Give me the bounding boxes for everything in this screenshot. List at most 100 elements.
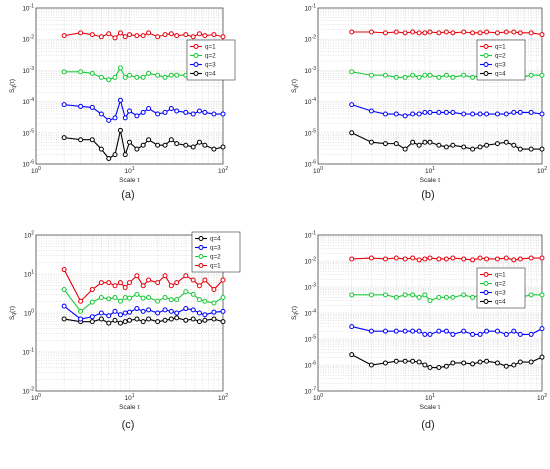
- data-point: [196, 108, 202, 114]
- data-point: [450, 142, 456, 148]
- data-point: [183, 142, 189, 148]
- x-axis-label: Scale τ: [420, 177, 441, 184]
- data-point: [422, 109, 428, 115]
- data-point: [98, 146, 104, 152]
- data-point: [117, 97, 123, 103]
- data-point: [127, 309, 132, 315]
- data-point: [382, 328, 388, 334]
- data-point: [443, 72, 449, 78]
- data-point: [168, 106, 174, 112]
- panel-caption: (d): [421, 419, 434, 431]
- data-point: [427, 298, 433, 304]
- data-point: [539, 326, 545, 332]
- data-point: [382, 30, 388, 36]
- data-point: [140, 33, 146, 39]
- data-point: [503, 255, 509, 261]
- data-point: [528, 30, 534, 36]
- data-point: [168, 283, 174, 289]
- data-point: [134, 74, 140, 80]
- y-tick-label: 10-3: [22, 66, 34, 75]
- data-point: [122, 294, 128, 300]
- data-point: [402, 146, 408, 152]
- data-point: [220, 34, 226, 40]
- legend-label: q=2: [495, 281, 506, 288]
- legend-marker: [198, 254, 204, 259]
- data-point: [155, 298, 161, 304]
- data-point: [89, 70, 95, 76]
- data-point: [134, 306, 140, 312]
- y-tick-label: 10-2: [22, 35, 34, 44]
- data-point: [202, 109, 208, 115]
- data-point: [78, 298, 84, 304]
- data-point: [127, 108, 132, 114]
- data-point: [470, 111, 476, 117]
- data-point: [122, 74, 128, 80]
- data-point: [511, 142, 517, 148]
- y-tick-label: 10-6: [304, 361, 316, 370]
- data-point: [422, 139, 428, 145]
- data-point: [470, 257, 476, 263]
- series-line-q=3: [63, 305, 224, 320]
- data-point: [98, 310, 104, 316]
- data-point: [410, 292, 416, 298]
- y-tick-label: 10-4: [304, 309, 316, 318]
- data-point: [470, 331, 476, 337]
- data-point: [220, 277, 226, 283]
- data-point: [134, 33, 140, 39]
- legend-marker: [483, 299, 489, 304]
- data-point: [393, 29, 399, 35]
- data-point: [127, 295, 132, 301]
- data-point: [211, 309, 217, 315]
- data-point: [112, 115, 118, 121]
- data-point: [61, 69, 67, 75]
- data-point: [477, 30, 483, 36]
- data-point: [183, 306, 189, 312]
- data-point: [484, 256, 490, 262]
- data-point: [402, 30, 408, 36]
- data-point: [112, 317, 118, 323]
- data-point: [162, 74, 168, 80]
- x-tick-label: 101: [124, 166, 134, 175]
- data-point: [112, 35, 118, 41]
- data-point: [503, 111, 509, 117]
- data-point: [416, 328, 422, 334]
- data-point: [106, 77, 112, 83]
- x-tick-label: 100: [313, 393, 323, 402]
- data-point: [140, 295, 146, 301]
- legend-marker: [483, 62, 489, 67]
- data-point: [393, 294, 399, 300]
- data-point: [511, 257, 517, 263]
- y-tick-label: 10-1: [304, 231, 316, 240]
- data-point: [410, 72, 416, 78]
- data-point: [436, 109, 442, 115]
- data-point: [410, 255, 416, 261]
- data-point: [220, 319, 226, 325]
- data-point: [183, 317, 189, 323]
- data-point: [402, 256, 408, 262]
- y-tick-label: 10-5: [22, 128, 34, 137]
- data-point: [196, 297, 202, 303]
- data-point: [211, 316, 217, 322]
- y-tick-label: 10-5: [304, 128, 316, 137]
- data-point: [140, 283, 146, 289]
- data-point: [517, 256, 523, 262]
- data-point: [162, 307, 168, 313]
- y-tick-label: 10-3: [304, 66, 316, 75]
- data-point: [183, 289, 189, 295]
- data-point: [349, 352, 355, 358]
- data-point: [427, 139, 433, 145]
- y-tick-label: 10-1: [22, 4, 34, 13]
- data-point: [368, 255, 374, 261]
- data-point: [410, 328, 416, 334]
- legend-label: q=2: [210, 254, 221, 261]
- data-point: [393, 74, 399, 80]
- series-line-q=1: [63, 269, 224, 303]
- data-point: [112, 308, 118, 314]
- data-point: [61, 102, 67, 108]
- legend-marker: [193, 44, 199, 49]
- x-axis-label: Scale τ: [119, 404, 140, 411]
- data-point: [98, 316, 104, 322]
- data-point: [402, 74, 408, 80]
- data-point: [140, 109, 146, 115]
- data-point: [127, 32, 132, 38]
